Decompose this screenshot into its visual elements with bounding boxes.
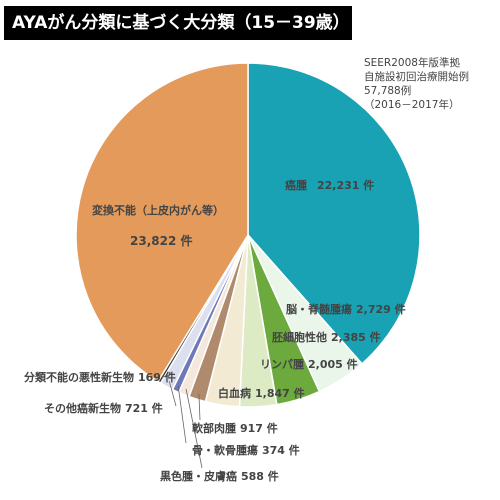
slice-label-unclassifiable: 分類不能の悪性新生物 169 件 [24, 370, 176, 384]
leader-lines [162, 375, 203, 469]
source-note: SEER2008年版準拠 自施設初回治療開始例 57,788例 （2016－20… [364, 56, 469, 112]
note-line: SEER2008年版準拠 [364, 57, 460, 69]
slice-label-brain-spinal: 脳・脊髄腫瘍 2,729 件 [286, 302, 406, 316]
slice-label-germ-cell: 胚細胞性他 2,385 件 [271, 330, 381, 344]
chart-title: AYAがん分類に基づく大分類（15－39歳） [4, 6, 352, 40]
leader-line [177, 385, 187, 444]
slice-label-melanoma: 黒色腫・皮膚癌 588 件 [160, 469, 279, 483]
leader-line [198, 393, 201, 421]
slice-value-unconvertible: 23,822 件 [130, 233, 193, 248]
note-line: 57,788例 [364, 85, 412, 97]
slice-label-leukemia: 白血病 1,847 件 [218, 386, 305, 400]
pie-slice [75, 62, 249, 383]
pie-slice [247, 62, 421, 365]
leader-line [162, 375, 169, 378]
slice-label-unconvertible: 変換不能（上皮内がん等） [92, 203, 224, 217]
note-line: 自施設初回治療開始例 [364, 71, 469, 83]
leader-line [185, 388, 203, 469]
slice-label-carcinoma: 癌腫 22,231 件 [285, 178, 374, 192]
slice-label-bone: 骨・軟骨腫瘍 374 件 [192, 443, 300, 457]
leader-line [168, 381, 177, 407]
slice-label-other: その他癌新生物 721 件 [44, 401, 163, 415]
slice-label-soft-tissue: 軟部肉腫 917 件 [192, 421, 278, 435]
pie-slices [75, 62, 421, 408]
note-line: （2016－2017年） [364, 99, 460, 111]
slice-label-lymphoma: リンパ腫 2,005 件 [260, 357, 358, 371]
